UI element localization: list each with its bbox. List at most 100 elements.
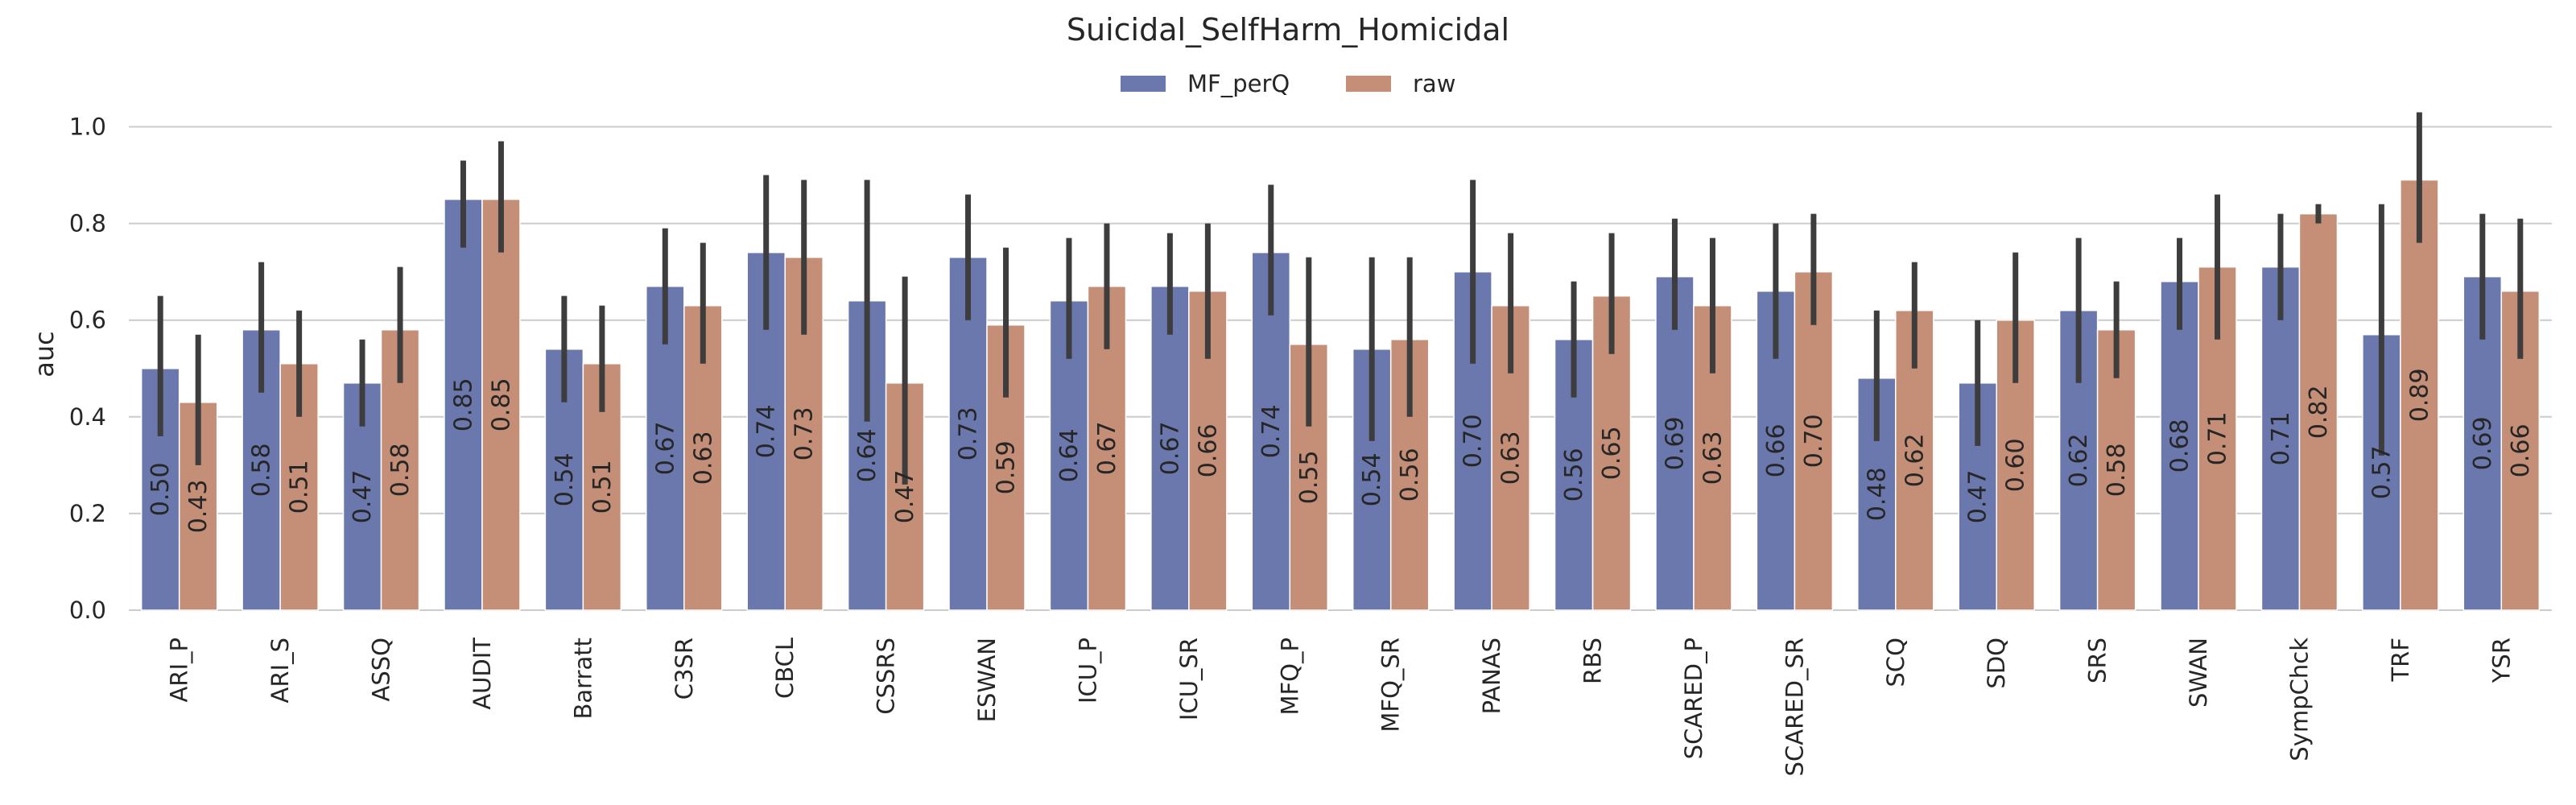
y-tick-label: 0.0 (69, 597, 106, 624)
data-label: 0.85 (449, 378, 477, 431)
x-tick-label: SRS (2084, 638, 2112, 683)
data-label: 0.63 (689, 431, 717, 485)
data-label: 0.64 (853, 428, 881, 482)
data-label: 0.65 (1598, 426, 1626, 480)
data-label: 0.68 (2166, 419, 2194, 473)
bar (481, 198, 521, 611)
data-label: 0.56 (1396, 448, 1424, 502)
data-label: 0.69 (1661, 416, 1689, 470)
data-label: 0.58 (386, 443, 415, 497)
data-label: 0.67 (1156, 421, 1184, 475)
data-label: 0.74 (753, 404, 781, 458)
data-label: 0.70 (1800, 414, 1828, 468)
y-axis-label: auc (29, 331, 60, 377)
data-label: 0.50 (147, 462, 175, 516)
data-label: 0.47 (891, 469, 919, 523)
x-tick-label: C3SR (671, 638, 698, 700)
x-tick-label: SCARED_P (1680, 638, 1707, 759)
data-label: 0.74 (1257, 404, 1286, 458)
x-tick-label: MFQ_P (1276, 638, 1303, 716)
legend-swatch-raw (1346, 76, 1391, 92)
y-tick-label: 0.2 (69, 500, 106, 527)
y-tick-label: 0.8 (69, 210, 106, 237)
x-tick-label: TRF (2387, 638, 2414, 683)
x-tick-label: ICU_SR (1175, 638, 1203, 720)
data-label: 0.67 (1093, 421, 1121, 475)
x-tick-label: CSSRS (873, 638, 900, 715)
x-tick-label: ASSQ (368, 638, 395, 701)
data-label: 0.66 (2507, 423, 2535, 477)
data-label: 0.47 (1964, 469, 1992, 523)
bar (1794, 270, 1834, 611)
data-label: 0.71 (2204, 411, 2232, 465)
data-label: 0.58 (2103, 443, 2131, 497)
x-tick-label: Barratt (569, 638, 597, 720)
grid-lines (129, 126, 2552, 611)
error-bars (157, 112, 2524, 485)
data-label: 0.54 (551, 452, 579, 506)
data-label: 0.56 (1560, 448, 1588, 502)
legend: MF_perQ raw (1121, 70, 1455, 97)
data-label: 0.51 (286, 460, 314, 514)
data-label: 0.55 (1295, 450, 1323, 504)
data-label: 0.71 (2267, 411, 2295, 465)
x-tick-label: AUDIT (469, 638, 496, 710)
x-tick-label: PANAS (1478, 638, 1505, 714)
data-label: 0.47 (349, 469, 377, 523)
legend-swatch-mf-perq (1121, 76, 1166, 92)
data-label: 0.54 (1358, 452, 1386, 506)
data-label: 0.85 (487, 378, 515, 431)
data-labels: 0.50 0.43 0.58 0.51 0.47 0.58 0.85 0.85 0.54 0.51… (147, 368, 2535, 533)
x-axis-ticks: ARI_P ARI_S ASSQ AUDIT Barratt C3SR CBCL CSSRS E… (166, 638, 2516, 777)
chart-title: Suicidal_SelfHarm_Homicidal (1067, 12, 1509, 47)
legend-label-mf-perq: MF_perQ (1187, 70, 1290, 97)
y-tick-label: 0.4 (69, 403, 106, 431)
data-label: 0.89 (2405, 368, 2434, 422)
x-tick-label: CBCL (771, 638, 799, 699)
data-label: 0.73 (791, 407, 819, 460)
data-label: 0.48 (1863, 467, 1891, 521)
x-tick-label: ARI_P (166, 638, 193, 703)
data-label: 0.70 (1459, 414, 1488, 468)
data-label: 0.59 (993, 440, 1021, 494)
data-label: 0.66 (1194, 423, 1222, 477)
x-tick-label: SympChck (2285, 638, 2313, 762)
x-tick-label: YSR (2487, 638, 2515, 683)
x-tick-label: ICU_P (1074, 638, 1101, 704)
legend-label-raw: raw (1413, 70, 1455, 97)
x-tick-label: ESWAN (973, 638, 1001, 722)
bar (1150, 285, 1190, 611)
y-axis-ticks: 0.0 0.2 0.4 0.6 0.8 1.0 (69, 114, 106, 625)
x-tick-label: SDQ (1983, 638, 2010, 689)
bar (1655, 275, 1695, 611)
data-label: 0.51 (588, 460, 617, 514)
bars (140, 179, 2541, 611)
data-label: 0.63 (1699, 431, 1727, 485)
data-label: 0.63 (1497, 431, 1525, 485)
data-label: 0.60 (2002, 438, 2030, 492)
bar (2160, 280, 2199, 611)
data-label: 0.69 (2469, 416, 2497, 470)
data-label: 0.58 (248, 443, 276, 497)
data-label: 0.64 (1055, 428, 1084, 482)
bar (444, 198, 483, 611)
bar (2298, 213, 2339, 611)
data-label: 0.62 (2065, 433, 2093, 487)
x-tick-label: MFQ_SR (1377, 638, 1405, 733)
x-tick-label: SCARED_SR (1781, 638, 1808, 776)
x-tick-label: ARI_S (266, 638, 294, 703)
data-label: 0.82 (2305, 385, 2333, 439)
data-label: 0.43 (184, 479, 213, 533)
x-tick-label: SWAN (2185, 638, 2212, 708)
y-tick-label: 0.6 (69, 307, 106, 334)
data-label: 0.66 (1762, 423, 1790, 477)
data-label: 0.62 (1901, 433, 1929, 487)
data-label: 0.73 (955, 407, 983, 460)
bar (2260, 266, 2301, 611)
y-tick-label: 1.0 (69, 114, 106, 141)
data-label: 0.67 (651, 421, 679, 475)
x-tick-label: RBS (1579, 638, 1607, 684)
x-tick-label: SCQ (1882, 638, 1909, 687)
data-label: 0.57 (2368, 445, 2396, 499)
